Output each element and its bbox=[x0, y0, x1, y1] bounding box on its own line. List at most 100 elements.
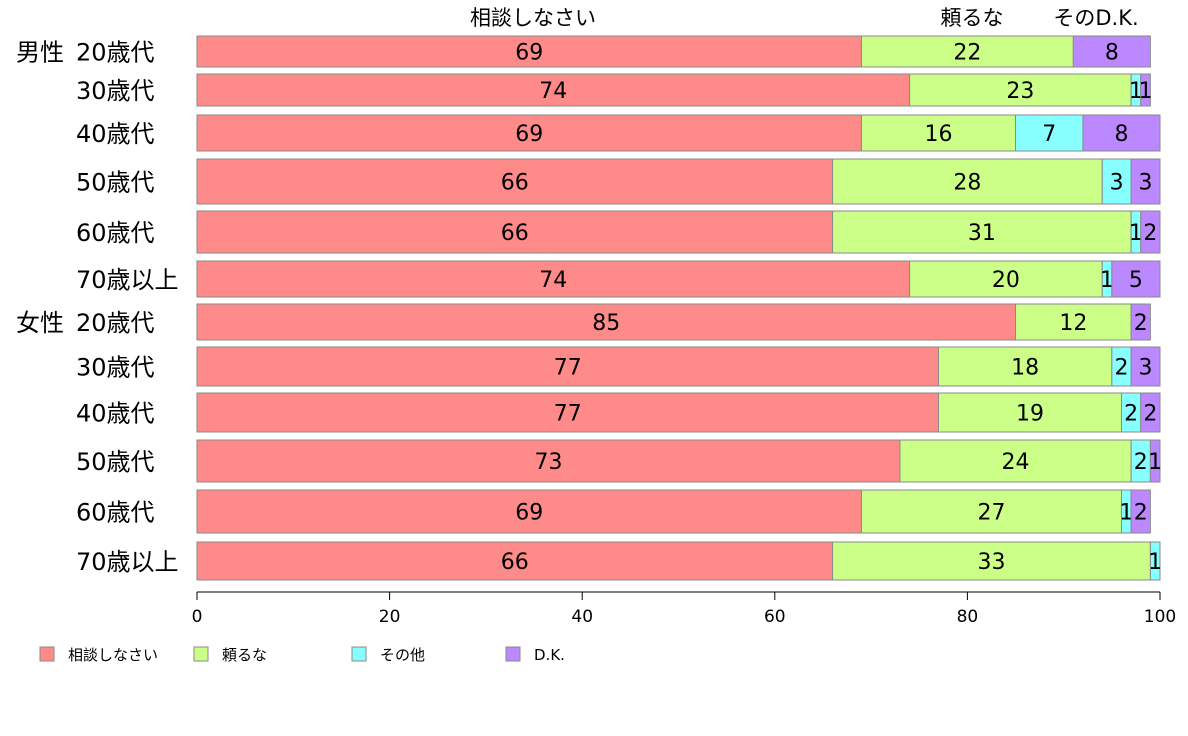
bar-segment bbox=[196, 210, 834, 254]
legend-swatch bbox=[505, 646, 521, 662]
data-label: 19 bbox=[1016, 402, 1044, 427]
legend-swatch bbox=[39, 646, 55, 662]
data-label: 1 bbox=[1139, 79, 1153, 104]
bar-segment bbox=[860, 114, 1017, 152]
data-label: 24 bbox=[1002, 450, 1030, 475]
data-label: 1 bbox=[1129, 221, 1143, 246]
data-label: 74 bbox=[539, 268, 567, 293]
data-label: 2 bbox=[1124, 402, 1138, 427]
data-label: 69 bbox=[515, 41, 543, 66]
bar-segment bbox=[938, 346, 1113, 387]
bar-segment bbox=[899, 439, 1132, 483]
bar-segment bbox=[196, 35, 862, 68]
row-label: 30歳代 bbox=[76, 354, 155, 382]
data-label: 7 bbox=[1042, 122, 1056, 147]
data-label: 20 bbox=[992, 268, 1020, 293]
data-label: 3 bbox=[1139, 356, 1153, 381]
bar-segment bbox=[1130, 158, 1161, 205]
data-label: 66 bbox=[501, 171, 529, 196]
legend-label: 相談しなさい bbox=[68, 646, 158, 664]
data-label: 22 bbox=[953, 41, 981, 66]
row-label: 60歳代 bbox=[76, 219, 155, 247]
bar-segment bbox=[1140, 210, 1161, 254]
bar-segment bbox=[1130, 489, 1151, 534]
group-label: 男性 bbox=[16, 39, 64, 67]
bar-segment bbox=[1130, 346, 1161, 387]
bar-segment bbox=[196, 392, 940, 433]
x-tick-label: 0 bbox=[192, 607, 203, 627]
bar-segment bbox=[832, 210, 1132, 254]
data-label: 31 bbox=[968, 221, 996, 246]
bar-segment bbox=[1149, 439, 1161, 483]
data-label: 12 bbox=[1059, 311, 1087, 336]
data-label: 18 bbox=[1011, 356, 1039, 381]
column-header-label: そのD.K. bbox=[1053, 6, 1138, 30]
x-tick-label: 100 bbox=[1144, 607, 1176, 627]
bar-segment bbox=[196, 346, 940, 387]
data-label: 2 bbox=[1143, 402, 1157, 427]
bar-segment bbox=[196, 114, 862, 152]
x-tick-label: 40 bbox=[571, 607, 593, 627]
data-label: 66 bbox=[501, 221, 529, 246]
row-label: 20歳代 bbox=[76, 309, 155, 337]
data-label: 66 bbox=[501, 550, 529, 575]
data-label: 69 bbox=[515, 122, 543, 147]
data-label: 2 bbox=[1134, 450, 1148, 475]
row-label: 40歳代 bbox=[76, 400, 155, 428]
row-label: 60歳代 bbox=[76, 499, 155, 527]
data-label: 3 bbox=[1110, 171, 1124, 196]
bar-segment bbox=[938, 392, 1122, 433]
data-label: 33 bbox=[977, 550, 1005, 575]
data-label: 2 bbox=[1114, 356, 1128, 381]
bar-segment bbox=[860, 35, 1074, 68]
row-label: 70歳以上 bbox=[76, 548, 179, 576]
bar-segment bbox=[196, 260, 911, 298]
bar-segment bbox=[196, 489, 862, 534]
data-label: 2 bbox=[1134, 501, 1148, 526]
x-axis: 0 20 40 60 80 100 bbox=[192, 591, 1176, 627]
row-label: 70歳以上 bbox=[76, 266, 179, 294]
bar-segment bbox=[1149, 541, 1161, 581]
data-label: 77 bbox=[554, 402, 582, 427]
x-tick-label: 60 bbox=[764, 607, 786, 627]
bar-segment bbox=[909, 73, 1132, 107]
legend-label: その他 bbox=[380, 646, 425, 664]
data-label: 5 bbox=[1129, 268, 1143, 293]
data-label: 1 bbox=[1100, 268, 1114, 293]
data-label: 1 bbox=[1119, 501, 1133, 526]
bar-segment bbox=[196, 541, 834, 581]
legend-swatch bbox=[351, 646, 367, 662]
bar-segment bbox=[196, 158, 834, 205]
bar-segment bbox=[832, 541, 1151, 581]
data-label: 28 bbox=[953, 171, 981, 196]
group-label: 女性 bbox=[16, 309, 64, 337]
row-label: 30歳代 bbox=[76, 77, 155, 105]
data-label: 1 bbox=[1148, 550, 1162, 575]
legend-label: 頼るな bbox=[222, 646, 267, 664]
data-label: 1 bbox=[1148, 450, 1162, 475]
data-label: 27 bbox=[977, 501, 1005, 526]
data-label: 3 bbox=[1139, 171, 1153, 196]
data-label: 8 bbox=[1114, 122, 1128, 147]
data-label: 23 bbox=[1006, 79, 1034, 104]
column-header-label: 頼るな bbox=[941, 6, 1004, 30]
bar-segment bbox=[1111, 260, 1161, 298]
bar-segment bbox=[1072, 35, 1151, 68]
bar-segment bbox=[832, 158, 1103, 205]
bar-segment bbox=[1140, 392, 1161, 433]
row-label: 20歳代 bbox=[76, 39, 155, 67]
row-label: 50歳代 bbox=[76, 448, 155, 476]
data-label: 1 bbox=[1129, 79, 1143, 104]
data-label: 85 bbox=[592, 311, 620, 336]
data-label: 77 bbox=[554, 356, 582, 381]
data-label: 2 bbox=[1143, 221, 1157, 246]
row-label: 40歳代 bbox=[76, 120, 155, 148]
legend: 相談しなさい 頼るな その他 D.K. bbox=[39, 646, 565, 664]
bar-segment bbox=[860, 489, 1122, 534]
bar-segment bbox=[1082, 114, 1161, 152]
bar-segment bbox=[196, 303, 1017, 341]
data-label: 74 bbox=[539, 79, 567, 104]
data-label: 16 bbox=[925, 122, 953, 147]
